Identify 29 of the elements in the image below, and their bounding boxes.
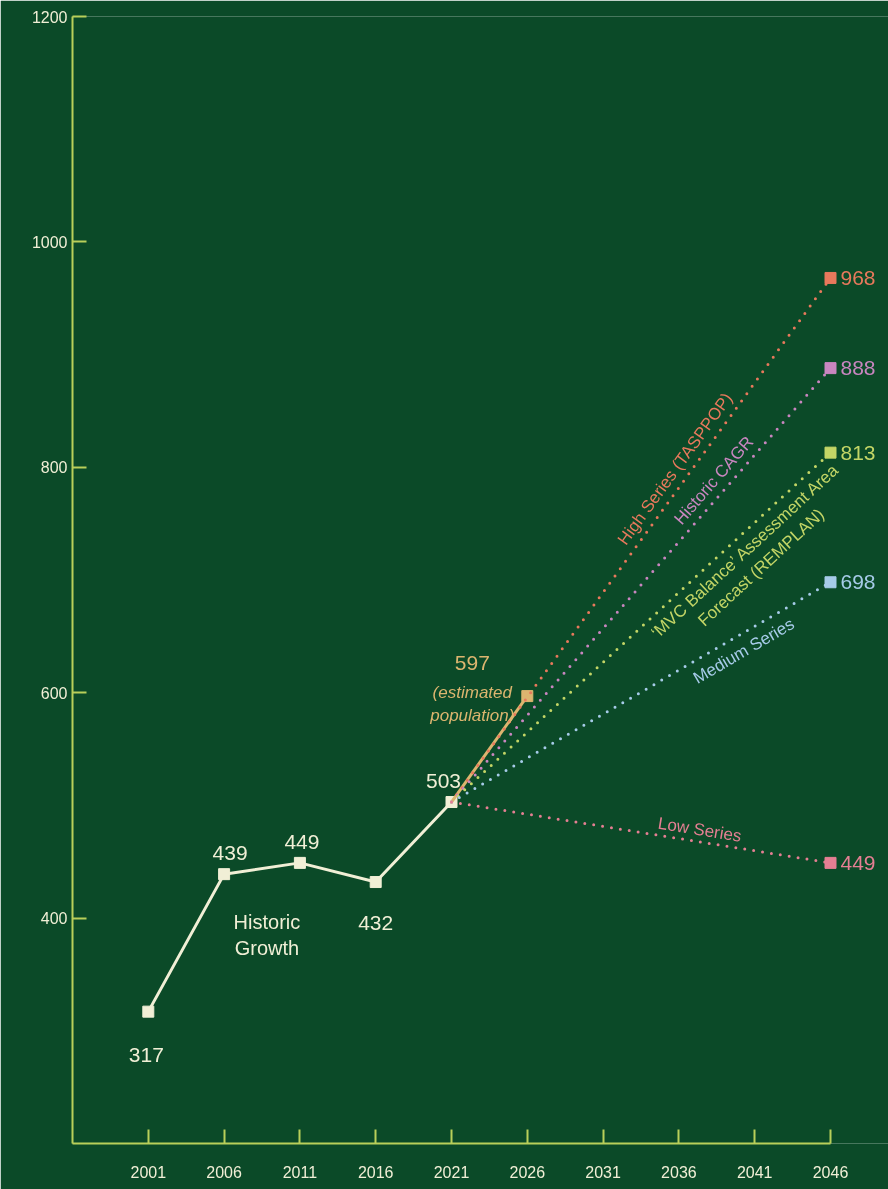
data-label: 317 (128, 1042, 164, 1066)
x-tick-label: 2041 (736, 1163, 773, 1181)
data-label: 888 (840, 356, 876, 380)
text: Low Series (656, 813, 743, 846)
x-tick-label: 2046 (812, 1163, 849, 1181)
data-label: 449 (284, 829, 320, 853)
x-tick-label: 2001 (130, 1163, 167, 1181)
x-tick-label: 2036 (661, 1163, 697, 1181)
x-tick-label: 2016 (357, 1163, 394, 1181)
data-label: 449 (840, 850, 876, 874)
y-tick-label: 400 (40, 910, 68, 928)
y-tick-label: 1000 (31, 233, 68, 251)
x-tick-label: 2026 (509, 1163, 546, 1181)
data-label: 968 (840, 265, 876, 289)
x-tick-label: 2006 (206, 1163, 242, 1181)
data-label: 597 (454, 651, 490, 675)
y-tick-label: 1200 (31, 8, 68, 26)
data-label: 698 (840, 570, 876, 594)
data-label: 439 (212, 841, 248, 865)
data-label: 813 (840, 440, 876, 464)
y-tick-label: 600 (40, 684, 68, 702)
x-tick-label: 2021 (433, 1163, 470, 1181)
x-tick-label: 2011 (282, 1163, 318, 1181)
x-tick-label: 2031 (585, 1163, 621, 1181)
annotation: (estimated population) (429, 683, 515, 725)
series-label: Historic Growth (233, 910, 301, 960)
y-tick-label: 800 (40, 459, 68, 477)
data-label: 503 (425, 769, 462, 793)
data-label: 432 (358, 911, 394, 935)
